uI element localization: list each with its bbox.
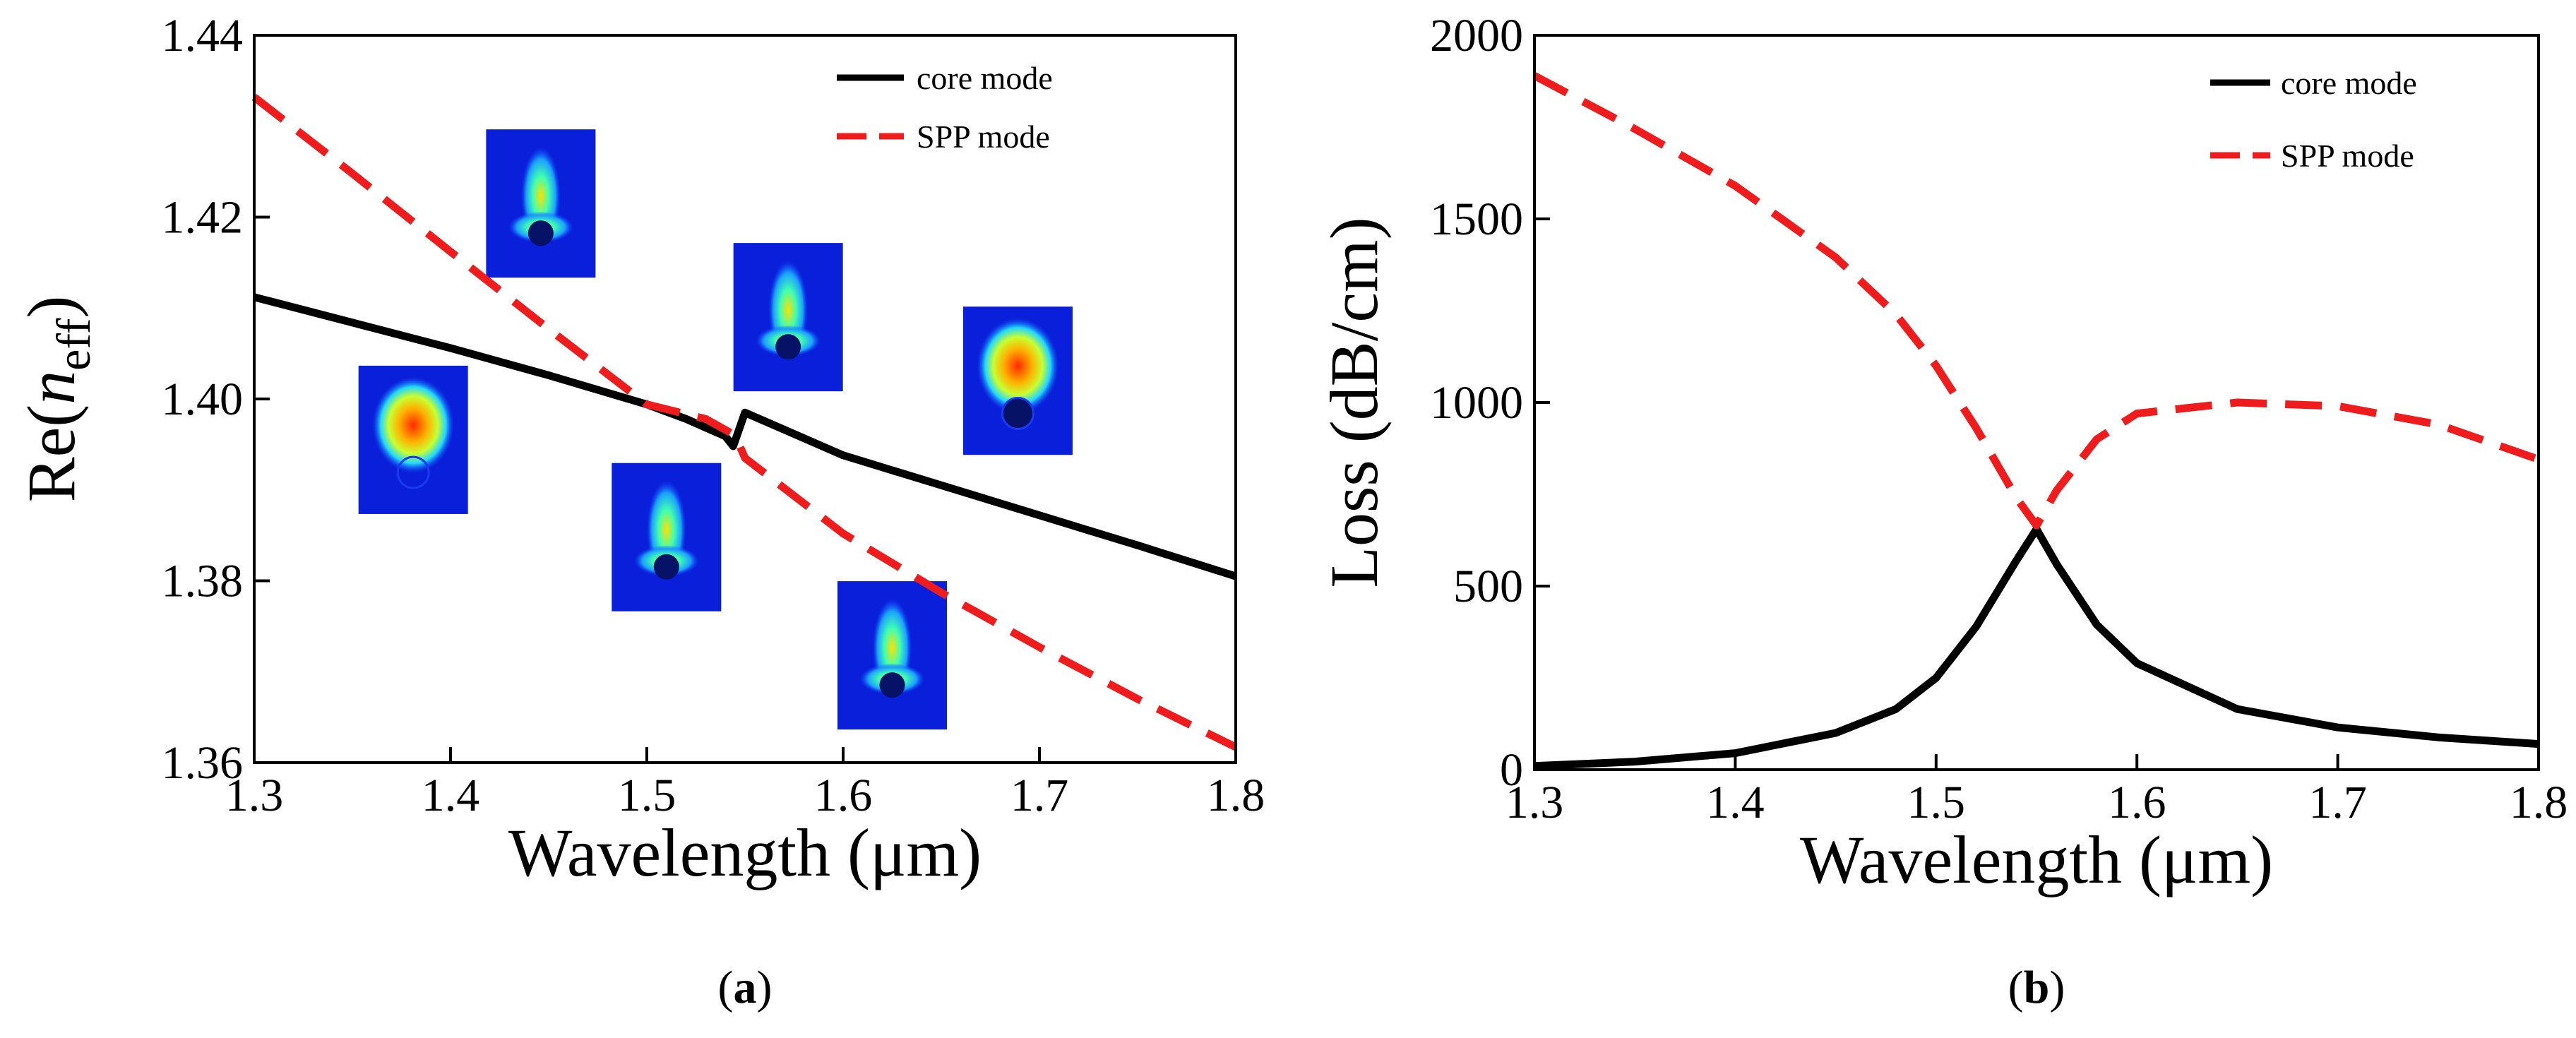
x-tick-label: 1.6 bbox=[2108, 777, 2166, 828]
series-group bbox=[1532, 72, 2540, 770]
panel-a: 1.3 1.4 1.5 1.6 1.7 1.8 1.361.381.401.421.44 … bbox=[13, 10, 1265, 1013]
x-tick-label: 1.5 bbox=[1907, 777, 1966, 828]
y-tick-label: 0 bbox=[1500, 744, 1523, 796]
y-tick-label: 1.44 bbox=[162, 10, 244, 61]
mode-profile-inset-2 bbox=[486, 129, 596, 278]
caption-b: (b) bbox=[2008, 962, 2065, 1013]
x-tick-label: 1.3 bbox=[1505, 777, 1564, 828]
y-axis-title-sub: eff bbox=[47, 318, 100, 371]
inset-field-spot bbox=[977, 318, 1059, 414]
y-tick-label: 1500 bbox=[1430, 193, 1523, 245]
caption-a-letter: a bbox=[734, 962, 757, 1013]
mode-profile-insets bbox=[358, 129, 1073, 730]
y-axis: 0 500 1000 1500 2000 bbox=[1430, 10, 1550, 796]
y-axis: 1.36 1.38 1.40 1.42 1.44 bbox=[162, 10, 270, 789]
panel-b: 1.3 1.4 1.5 1.6 1.7 1.8 0 500 1000 1500 2000 Wave… bbox=[1316, 10, 2568, 1013]
inset-metal-wire bbox=[653, 554, 679, 580]
y-tick-label: 1.36 bbox=[162, 737, 244, 789]
x-tick-label: 1.6 bbox=[814, 770, 873, 821]
inset-metal-wire bbox=[879, 672, 905, 698]
x-tick-label: 1.8 bbox=[2510, 777, 2568, 828]
x-tick-label: 1.4 bbox=[422, 770, 480, 821]
y-tick-label: 500 bbox=[1453, 561, 1523, 612]
y-tick-label: 1.40 bbox=[162, 374, 244, 425]
mode-profile-inset-4 bbox=[733, 243, 843, 392]
legend-label-spp-mode: SPP mode bbox=[917, 119, 1050, 155]
legend-label-core-mode: core mode bbox=[917, 60, 1053, 96]
y-tick-label: 1000 bbox=[1430, 377, 1523, 429]
x-axis-title: Wavelength (μm) bbox=[1800, 822, 2273, 897]
y-tick-label: 2000 bbox=[1430, 10, 1523, 61]
y-axis-title-var: n bbox=[13, 371, 89, 405]
x-axis-title: Wavelength (μm) bbox=[508, 815, 982, 890]
series-group bbox=[251, 94, 1238, 751]
inset-metal-wire bbox=[396, 455, 430, 489]
mode-profile-inset-6 bbox=[962, 306, 1073, 455]
y-tick-label: 1.42 bbox=[162, 192, 244, 244]
inset-metal-wire bbox=[527, 220, 554, 246]
x-tick-label: 1.7 bbox=[2308, 777, 2367, 828]
legend: core mode SPP mode bbox=[2210, 65, 2417, 174]
series-line-core-mode bbox=[253, 293, 1237, 580]
legend-label-spp-mode: SPP mode bbox=[2281, 138, 2414, 174]
mode-profile-inset-3 bbox=[612, 463, 722, 612]
y-tick-label: 1.38 bbox=[162, 556, 244, 607]
inset-metal-wire bbox=[775, 334, 801, 360]
x-tick-label: 1.5 bbox=[618, 770, 676, 821]
x-tick-label: 1.3 bbox=[225, 770, 284, 821]
inset-metal-wire bbox=[1001, 396, 1034, 430]
legend: core mode SPP mode bbox=[837, 60, 1053, 155]
mode-profile-inset-1 bbox=[358, 365, 468, 514]
x-tick-label: 1.7 bbox=[1010, 770, 1069, 821]
inset-field-spot bbox=[372, 376, 455, 473]
y-axis-title: Re(neff) bbox=[13, 296, 100, 503]
y-axis-title: Loss (dB/cm) bbox=[1316, 217, 1392, 587]
mode-profile-inset-5 bbox=[837, 581, 947, 730]
series-line-core-mode bbox=[1534, 525, 2539, 770]
y-axis-title-prefix: Re( bbox=[13, 405, 89, 503]
series-line-spp-mode bbox=[1532, 72, 2540, 530]
legend-label-core-mode: core mode bbox=[2281, 65, 2417, 101]
series-line-spp-mode bbox=[251, 94, 1238, 751]
x-tick-label: 1.8 bbox=[1207, 770, 1265, 821]
x-axis: 1.3 1.4 1.5 1.6 1.7 1.8 bbox=[1505, 754, 2568, 828]
x-axis: 1.3 1.4 1.5 1.6 1.7 1.8 bbox=[225, 747, 1265, 821]
caption-a: (a) bbox=[718, 962, 773, 1013]
y-axis-title-suffix: ) bbox=[13, 296, 89, 318]
caption-b-letter: b bbox=[2024, 962, 2050, 1013]
x-tick-label: 1.4 bbox=[1706, 777, 1765, 828]
